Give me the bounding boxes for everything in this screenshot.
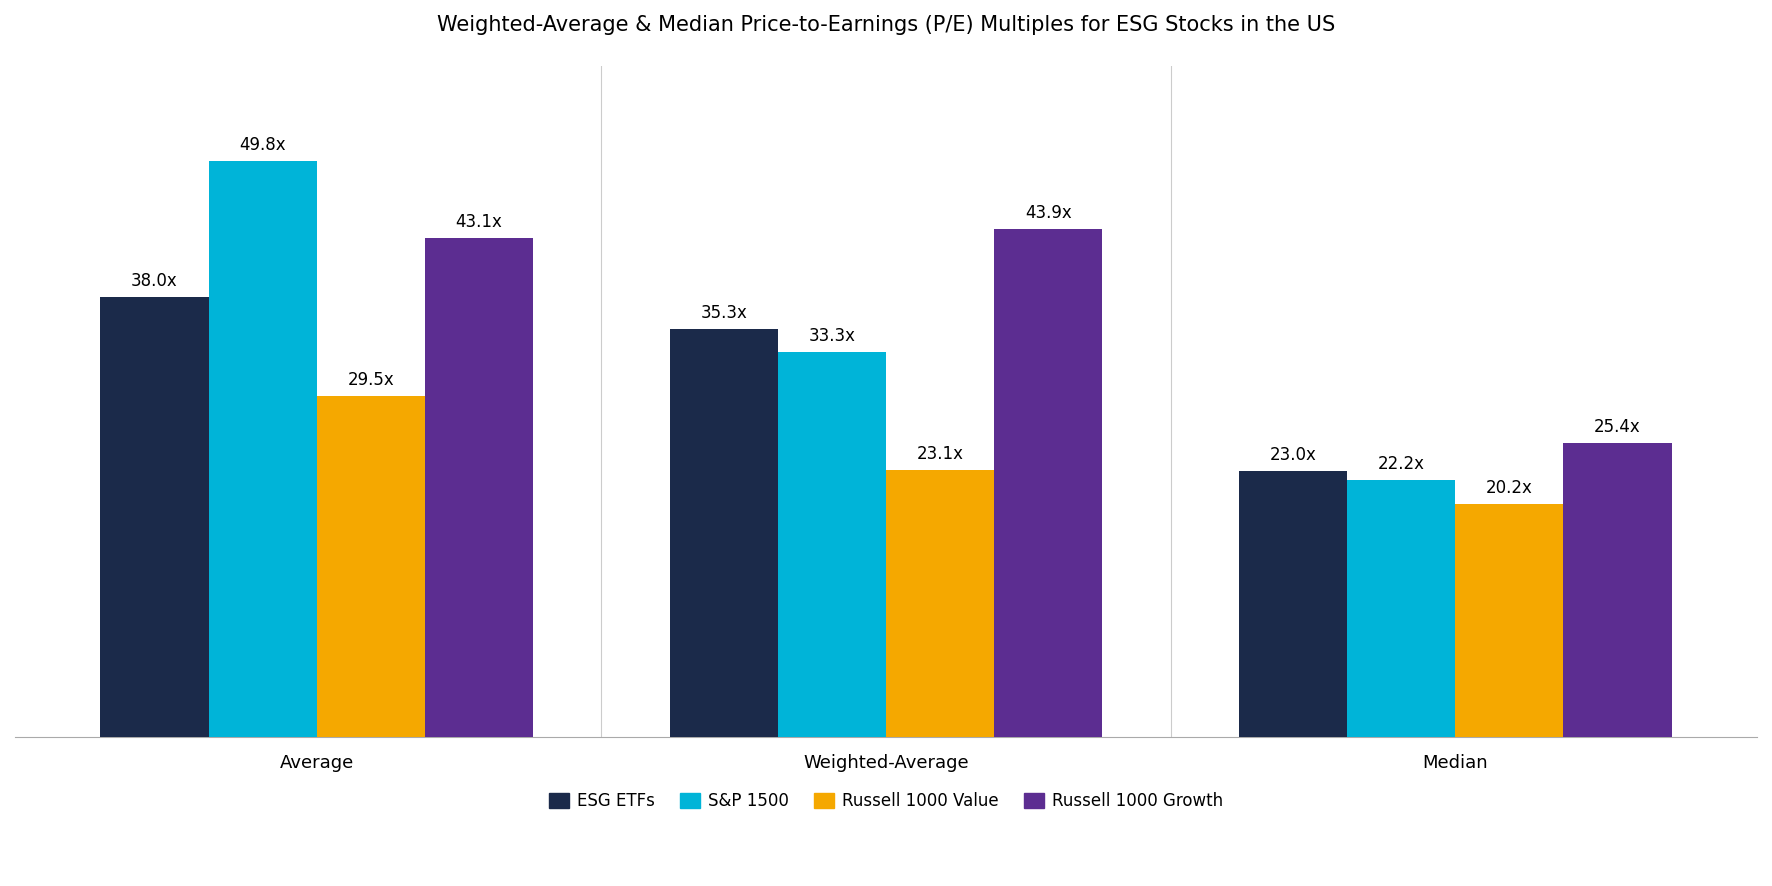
Text: 22.2x: 22.2x [1377,455,1425,473]
Text: 23.1x: 23.1x [916,445,964,463]
Title: Weighted-Average & Median Price-to-Earnings (P/E) Multiples for ESG Stocks in th: Weighted-Average & Median Price-to-Earni… [438,15,1334,35]
Bar [425,238,533,737]
Bar [1455,503,1563,737]
Text: 33.3x: 33.3x [808,327,856,345]
Text: 43.9x: 43.9x [1024,204,1072,222]
Bar [101,298,209,737]
Text: 49.8x: 49.8x [239,136,285,154]
Text: 29.5x: 29.5x [347,371,393,389]
Text: 38.0x: 38.0x [131,272,177,291]
Text: 25.4x: 25.4x [1595,418,1641,436]
Bar [1347,480,1455,737]
Bar [1239,471,1347,737]
Legend: ESG ETFs, S&P 1500, Russell 1000 Value, Russell 1000 Growth: ESG ETFs, S&P 1500, Russell 1000 Value, … [542,785,1230,817]
Bar [1563,443,1671,737]
Text: 43.1x: 43.1x [455,214,503,231]
Bar [778,352,886,737]
Text: 20.2x: 20.2x [1487,478,1533,496]
Bar [670,329,778,737]
Text: 35.3x: 35.3x [700,304,748,322]
Text: 23.0x: 23.0x [1269,447,1317,464]
Bar [317,396,425,737]
Bar [994,229,1102,737]
Bar [886,470,994,737]
Bar [209,160,317,737]
